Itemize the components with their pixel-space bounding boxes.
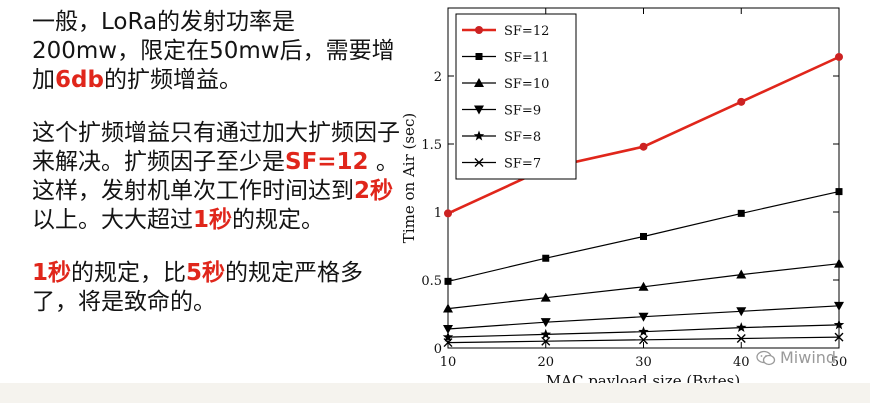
highlight-text: SF=12: [285, 149, 369, 175]
series-sf-11: [444, 188, 843, 285]
data-point: [640, 232, 647, 240]
data-point: [736, 333, 746, 343]
data-point: [474, 78, 484, 87]
text-run: 这个扩频增益只有通过加大扩频因子来解决。扩频因子至少是: [32, 120, 400, 175]
data-point: [474, 105, 484, 115]
data-point: [835, 52, 843, 61]
data-point: [443, 324, 453, 334]
wechat-icon: [756, 350, 776, 366]
series-sf-8: [442, 319, 845, 342]
data-point: [540, 328, 551, 339]
highlight-text: 2秒: [354, 178, 394, 204]
highlight-text: 5秒: [186, 260, 226, 286]
y-tick-label: 0.5: [421, 274, 442, 289]
x-tick-label: 40: [733, 355, 750, 370]
data-point: [835, 188, 843, 196]
data-point: [834, 258, 844, 268]
text-run: 的规定，比: [71, 260, 187, 286]
data-point: [736, 269, 747, 279]
text-run: 的规定严格多了，将是致命的。: [32, 260, 364, 315]
y-tick-label: 1: [434, 206, 442, 221]
data-point: [736, 307, 747, 317]
data-point: [444, 209, 452, 218]
data-point: [638, 281, 649, 291]
data-point: [540, 318, 551, 328]
legend-label: SF=7: [504, 157, 541, 172]
legend-label: SF=11: [504, 51, 549, 66]
data-point: [442, 331, 454, 342]
text-run: 。这样，发射机单次工作时间达到: [32, 149, 399, 204]
x-tick-label: 10: [440, 355, 457, 370]
data-point: [474, 158, 484, 167]
bottom-strip: [0, 383, 870, 403]
text-run: 的规定。: [232, 207, 325, 233]
y-tick-label: 0: [434, 342, 442, 357]
data-point: [736, 322, 747, 333]
data-point: [443, 303, 453, 313]
text-run: 的扩频增益。: [103, 67, 242, 93]
y-axis-label: Time on Air (sec): [400, 113, 418, 243]
highlight-text: 1秒: [193, 207, 233, 233]
data-point: [444, 277, 452, 285]
data-point: [540, 292, 551, 302]
series-sf-12: [444, 52, 843, 218]
data-point: [737, 97, 746, 106]
time-on-air-chart: 0 0.5 1 1.5 2 10 20 30 40 50 SF=12 SF=11 SF=10 SF=9…: [400, 7, 848, 390]
data-point: [473, 130, 485, 141]
series-sf-9: [443, 301, 844, 334]
watermark: Miwind: [756, 348, 836, 367]
legend-box: [455, 13, 577, 180]
data-point: [639, 142, 648, 151]
data-point: [542, 254, 550, 262]
highlight-text: 6db: [55, 67, 104, 93]
y-tick-label: 2: [434, 70, 442, 85]
data-point: [834, 332, 844, 342]
data-point: [475, 53, 483, 60]
x-tick-label: 50: [831, 355, 848, 370]
data-point: [639, 335, 648, 345]
data-point: [638, 312, 649, 322]
series-sf-7: [443, 332, 844, 348]
text-run: 以上。大大超过: [32, 207, 193, 233]
data-point: [834, 301, 844, 311]
data-point: [833, 319, 845, 330]
explanation-text: 一般，LoRa的发射功率是200mw，限定在50mw后，需要增加6db的扩频增益…: [32, 8, 402, 341]
legend-label: SF=8: [504, 130, 541, 145]
highlight-text: 1秒: [32, 260, 72, 286]
data-point: [737, 209, 745, 217]
y-tick-label: 1.5: [421, 138, 442, 153]
text-run: 一般，LoRa的发射功率是200mw，限定在50mw后，需要增加: [32, 9, 395, 93]
series-sf-10: [443, 258, 844, 313]
legend-label: SF=10: [504, 77, 549, 92]
legend-label: SF=12: [504, 24, 549, 39]
legend-label: SF=9: [504, 104, 541, 119]
paragraph-1: 一般，LoRa的发射功率是200mw，限定在50mw后，需要增加6db的扩频增益…: [32, 8, 402, 95]
x-tick-label: 30: [635, 355, 652, 370]
watermark-text: Miwind: [780, 348, 837, 367]
data-point: [638, 326, 649, 337]
paragraph-2: 这个扩频增益只有通过加大扩频因子来解决。扩频因子至少是SF=12 。这样，发射机…: [32, 119, 402, 235]
x-tick-label: 20: [537, 355, 554, 370]
data-point: [541, 336, 551, 346]
data-point: [443, 338, 453, 348]
paragraph-3: 1秒的规定，比5秒的规定严格多了，将是致命的。: [32, 259, 402, 317]
data-point: [475, 26, 483, 34]
